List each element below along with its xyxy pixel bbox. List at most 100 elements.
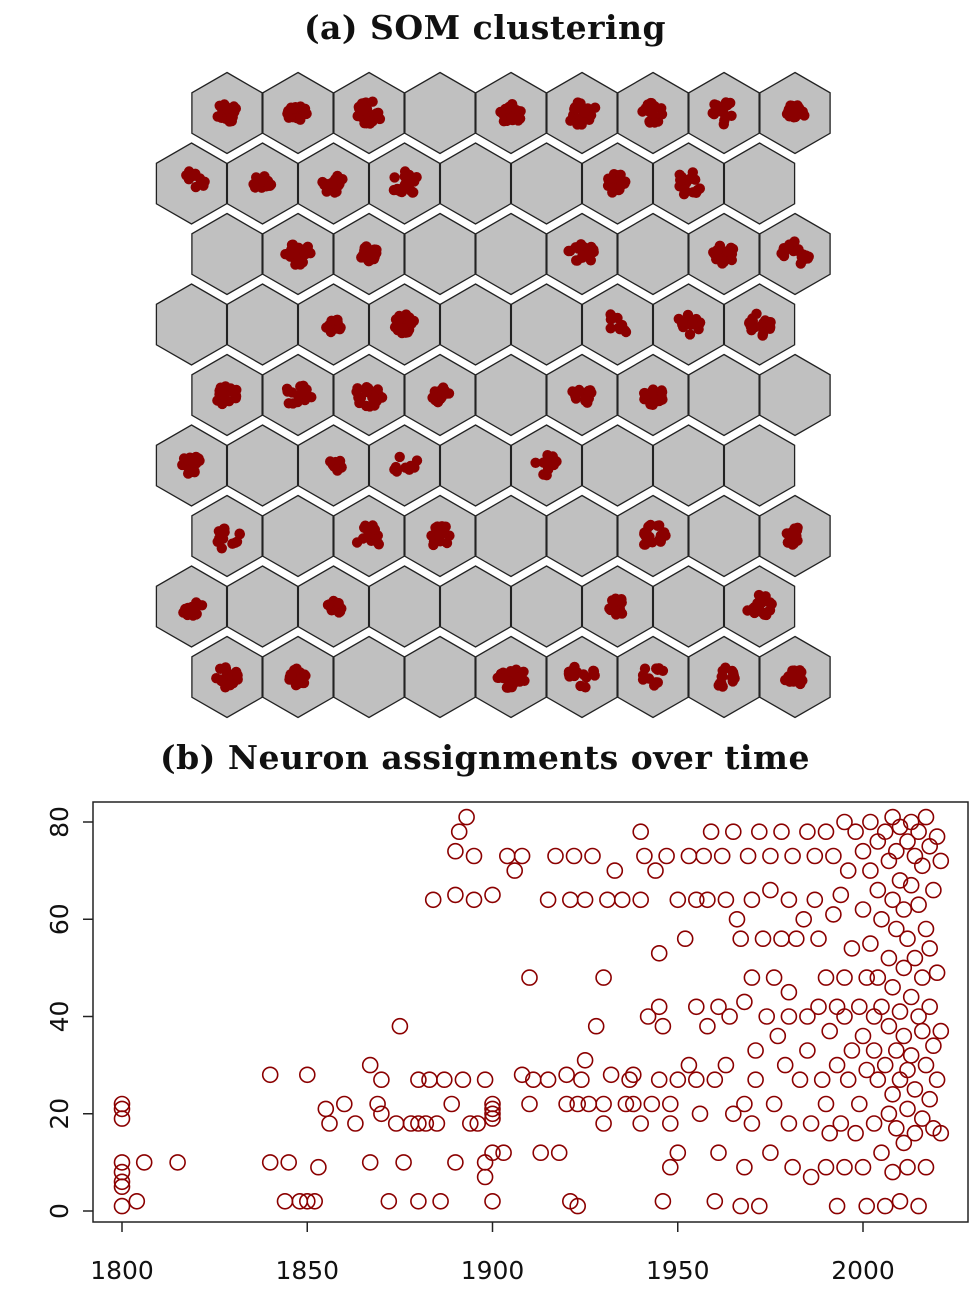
data-point: [558, 1095, 575, 1113]
som-point: [579, 107, 590, 118]
x-tick-label: 1850: [275, 1256, 339, 1285]
som-point: [684, 329, 696, 340]
data-point: [854, 1027, 872, 1045]
som-cell: [510, 283, 583, 366]
som-point: [607, 187, 618, 198]
data-point: [828, 998, 846, 1016]
data-point: [661, 1095, 679, 1113]
data-point: [669, 1144, 687, 1161]
x-tick-label: 1800: [90, 1256, 154, 1285]
som-point: [231, 536, 243, 547]
data-point: [298, 1066, 316, 1084]
som-point: [789, 236, 800, 247]
data-point: [676, 930, 694, 948]
data-point: [739, 847, 757, 865]
data-point: [862, 813, 879, 831]
data-point: [565, 847, 583, 865]
data-point: [695, 847, 713, 865]
data-point: [736, 993, 753, 1011]
som-point: [657, 665, 669, 676]
neuron-scatter-plot: 1800 1850 1900 1950 2000 0 20 40 60 80: [45, 801, 969, 1285]
data-point: [632, 891, 650, 909]
data-point: [917, 1056, 935, 1074]
data-point: [887, 920, 905, 938]
som-cell: [404, 212, 476, 296]
data-point: [906, 1124, 924, 1142]
som-cell: [333, 635, 405, 719]
data-point: [836, 1008, 853, 1025]
data-point: [913, 1110, 931, 1127]
som-point: [397, 323, 409, 334]
data-point: [913, 969, 931, 986]
data-point: [832, 1115, 850, 1132]
data-point: [321, 1115, 338, 1132]
data-point: [484, 1100, 501, 1118]
som-point: [675, 174, 686, 186]
som-point: [514, 113, 526, 124]
som-point: [793, 244, 804, 255]
data-point: [476, 1154, 494, 1171]
data-point: [569, 1095, 587, 1113]
data-point: [476, 1071, 494, 1088]
som-point: [389, 172, 400, 183]
data-point: [691, 1105, 709, 1123]
data-point: [713, 847, 731, 865]
data-point: [884, 1163, 901, 1181]
som-point: [404, 464, 415, 475]
som-point: [508, 678, 519, 689]
som-cell: [439, 424, 512, 507]
som-point: [292, 678, 303, 690]
data-point: [828, 1056, 846, 1074]
data-point: [828, 1197, 846, 1215]
data-point: [780, 1115, 798, 1132]
som-point: [369, 524, 380, 535]
data-point: [906, 1081, 924, 1098]
data-point: [680, 1056, 698, 1074]
som-cell: [652, 424, 725, 507]
data-point: [650, 1071, 668, 1088]
y-tick-label: 20: [45, 1098, 74, 1130]
som-point: [789, 108, 800, 119]
som-point: [212, 111, 223, 122]
plot-frame: [92, 801, 969, 1223]
data-point: [747, 1042, 764, 1059]
data-point: [921, 998, 939, 1016]
som-point: [580, 394, 591, 405]
som-point: [583, 385, 594, 397]
som-point: [394, 451, 405, 463]
som-point: [505, 666, 516, 677]
som-point: [286, 669, 297, 681]
data-point: [606, 862, 624, 879]
data-point: [817, 1158, 835, 1176]
data-point: [484, 1193, 501, 1210]
data-point: [847, 823, 864, 841]
som-point: [216, 675, 227, 687]
data-point: [539, 1071, 557, 1088]
data-point: [813, 1071, 831, 1088]
som-point: [712, 244, 723, 256]
data-point: [687, 998, 705, 1016]
som-point: [287, 239, 299, 250]
data-point: [902, 1047, 920, 1064]
data-point: [887, 842, 905, 860]
data-point: [710, 998, 727, 1016]
som-point: [441, 388, 453, 399]
data-point: [736, 1158, 753, 1176]
data-point: [925, 881, 942, 899]
data-point: [424, 891, 442, 909]
som-point: [565, 115, 576, 126]
som-point: [649, 102, 660, 114]
som-cell: [439, 142, 512, 225]
data-point: [128, 1193, 146, 1210]
data-point: [561, 891, 579, 909]
data-point: [599, 891, 616, 909]
som-point: [684, 173, 695, 185]
som-cell: [404, 71, 476, 155]
data-point: [584, 847, 601, 865]
data-point: [836, 1158, 853, 1176]
data-point: [869, 969, 887, 986]
data-point: [465, 847, 483, 865]
som-cell: [262, 494, 334, 578]
data-point: [580, 1095, 598, 1113]
data-point: [261, 1066, 279, 1084]
